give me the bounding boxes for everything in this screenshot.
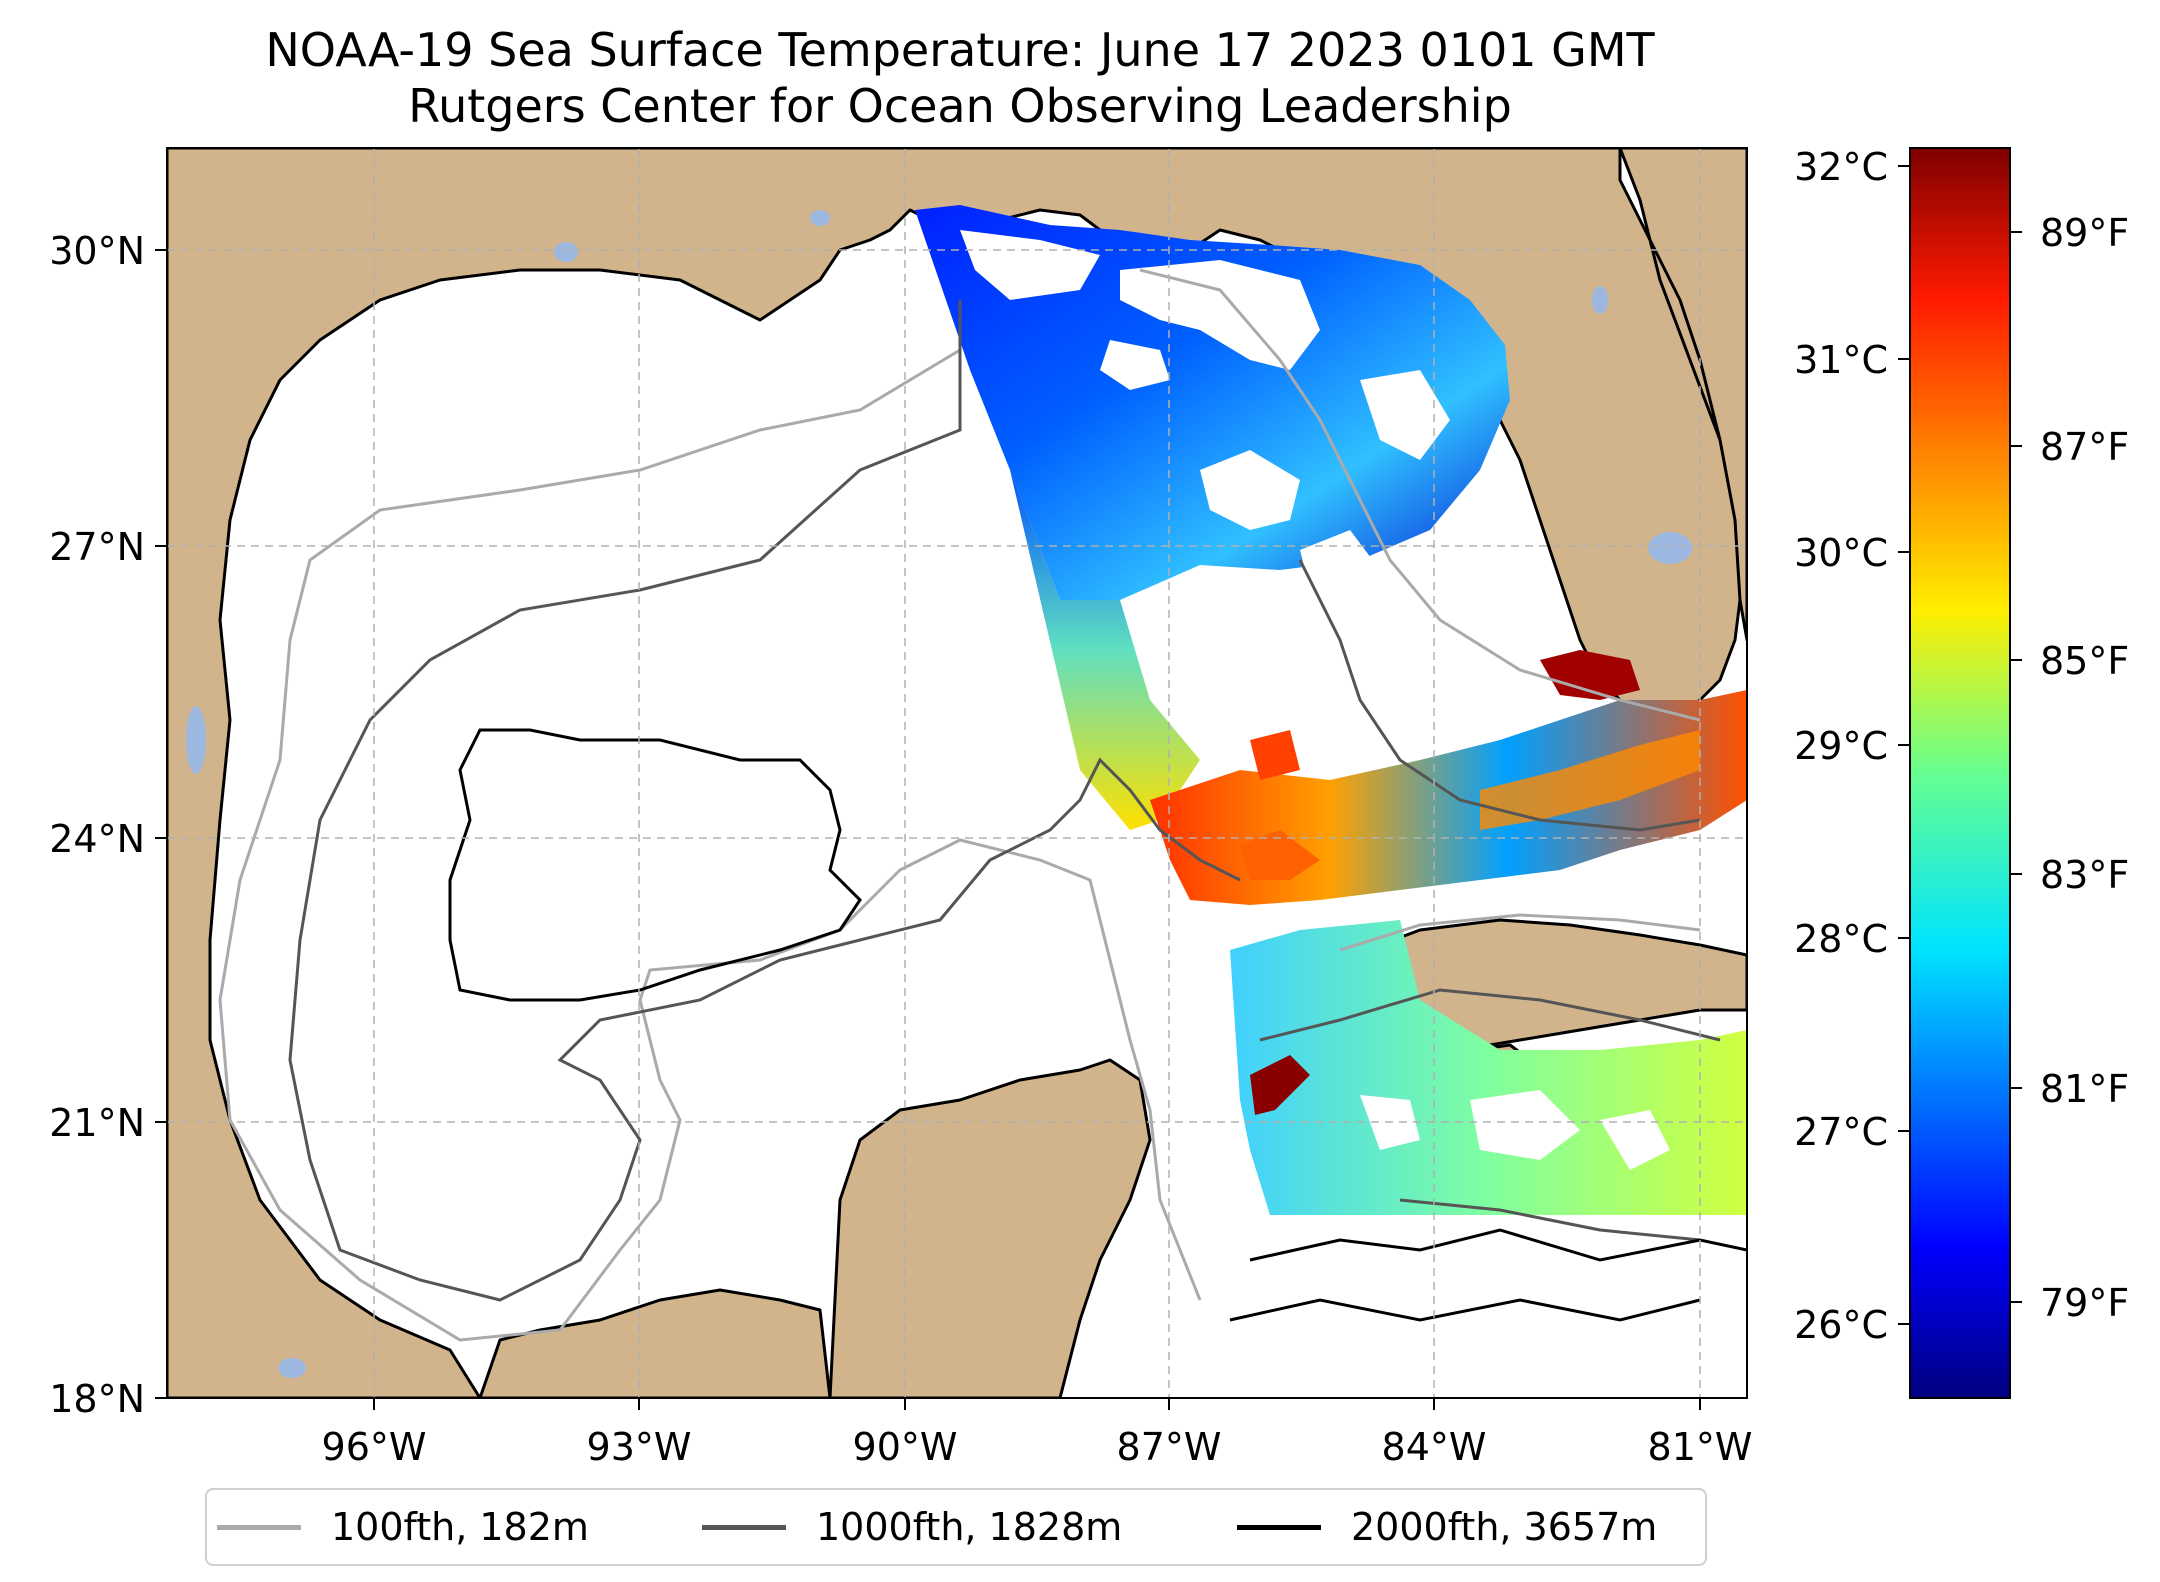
map-title: NOAA-19 Sea Surface Temperature: June 17… bbox=[265, 23, 1655, 77]
celsius-label-29: 29°C bbox=[1794, 724, 1888, 768]
land-north-america bbox=[167, 148, 1747, 1398]
gridlines bbox=[167, 148, 1747, 1398]
lon-label-96w: 96°W bbox=[322, 1425, 427, 1469]
colorbar-gradient bbox=[1909, 147, 2011, 1399]
lon-label-93w: 93°W bbox=[587, 1425, 692, 1469]
sst-swath-mid bbox=[1010, 470, 1200, 830]
lat-label-27n: 27°N bbox=[49, 525, 145, 569]
legend-item-2000fth: 2000fth, 3657m bbox=[1237, 1490, 1657, 1564]
lat-label-18n: 18°N bbox=[49, 1377, 145, 1421]
fahrenheit-label-85: 85°F bbox=[2040, 639, 2129, 683]
legend-label-1000fth: 1000fth, 1828m bbox=[816, 1505, 1123, 1549]
lon-label-84w: 84°W bbox=[1382, 1425, 1487, 1469]
lat-label-30n: 30°N bbox=[49, 229, 145, 273]
lakes bbox=[186, 210, 1692, 1378]
legend: 100fth, 182m 1000fth, 1828m 2000fth, 365… bbox=[205, 1488, 1707, 1566]
lat-label-24n: 24°N bbox=[49, 817, 145, 861]
lon-label-90w: 90°W bbox=[853, 1425, 958, 1469]
land-yucatan bbox=[828, 1058, 1152, 1398]
bathymetry-1000fth bbox=[288, 300, 1721, 1302]
fahrenheit-label-83: 83°F bbox=[2040, 853, 2129, 897]
map-frame bbox=[166, 147, 1748, 1399]
longitude-labels: 96°W 93°W 90°W 87°W 84°W 81°W bbox=[322, 1425, 1753, 1469]
latitude-labels: 30°N 27°N 24°N 21°N 18°N bbox=[49, 229, 145, 1421]
colorbar: 32°C 31°C 30°C 29°C 28°C 27°C 26°C 89°F … bbox=[1794, 145, 2129, 1399]
sst-hot-spot-4 bbox=[1250, 730, 1300, 780]
celsius-label-27: 27°C bbox=[1794, 1110, 1888, 1154]
fahrenheit-label-89: 89°F bbox=[2040, 211, 2129, 255]
axis-tick-marks bbox=[155, 249, 1701, 1410]
lat-label-21n: 21°N bbox=[49, 1101, 145, 1145]
sst-hot-spot-1 bbox=[1540, 650, 1640, 700]
cloud-gaps bbox=[960, 230, 1670, 1170]
legend-label-2000fth: 2000fth, 3657m bbox=[1351, 1505, 1658, 1549]
sst-hot-spot-2 bbox=[1250, 1055, 1310, 1115]
legend-swatch-1000fth bbox=[702, 1524, 786, 1530]
legend-item-1000fth: 1000fth, 1828m bbox=[702, 1490, 1122, 1564]
celsius-label-31: 31°C bbox=[1794, 338, 1888, 382]
legend-swatch-100fth bbox=[217, 1524, 301, 1530]
fahrenheit-label-81: 81°F bbox=[2040, 1067, 2129, 1111]
legend-item-100fth: 100fth, 182m bbox=[217, 1490, 589, 1564]
lon-label-81w: 81°W bbox=[1648, 1425, 1753, 1469]
sst-warm-band bbox=[1480, 730, 1700, 830]
celsius-label-26: 26°C bbox=[1794, 1303, 1888, 1347]
lon-label-87w: 87°W bbox=[1117, 1425, 1222, 1469]
legend-swatch-2000fth bbox=[1237, 1524, 1321, 1530]
legend-label-100fth: 100fth, 182m bbox=[331, 1505, 589, 1549]
map-area bbox=[167, 148, 1747, 1398]
colorbar-fahrenheit-ticks bbox=[2010, 231, 2022, 1303]
fahrenheit-label-87: 87°F bbox=[2040, 425, 2129, 469]
map-subtitle: Rutgers Center for Ocean Observing Leade… bbox=[408, 79, 1512, 133]
bathymetry-100fth bbox=[218, 268, 1701, 1342]
celsius-label-30: 30°C bbox=[1794, 531, 1888, 575]
sst-hot-spot-3 bbox=[1240, 830, 1320, 880]
fahrenheit-label-79: 79°F bbox=[2040, 1281, 2129, 1325]
colorbar-celsius-ticks bbox=[1898, 165, 1910, 1325]
celsius-label-32: 32°C bbox=[1794, 145, 1888, 189]
celsius-label-28: 28°C bbox=[1794, 917, 1888, 961]
